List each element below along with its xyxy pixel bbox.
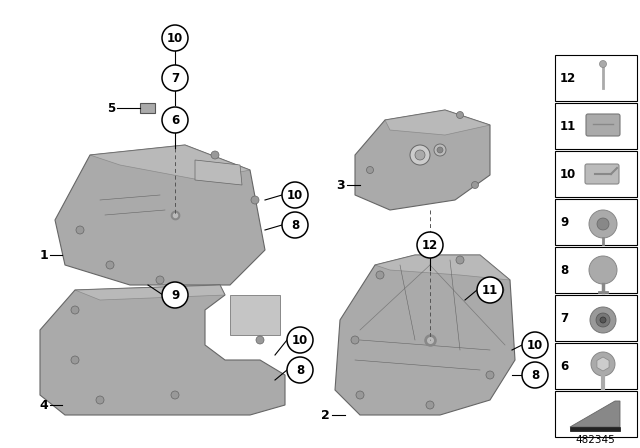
Bar [555,391,637,437]
Text: 9: 9 [560,215,568,228]
Text: 6: 6 [560,359,568,372]
Circle shape [437,147,443,153]
Circle shape [106,261,114,269]
Circle shape [156,276,164,284]
FancyBboxPatch shape [586,114,620,136]
Circle shape [472,181,479,189]
Bar [555,343,637,389]
Polygon shape [140,103,155,113]
Circle shape [71,306,79,314]
Circle shape [589,256,617,284]
Circle shape [417,232,443,258]
Text: 5: 5 [107,102,115,115]
Polygon shape [570,401,620,427]
Circle shape [162,25,188,51]
Text: 8: 8 [291,219,299,232]
Circle shape [600,317,606,323]
Circle shape [367,167,374,173]
Text: 10: 10 [167,31,183,44]
Circle shape [162,282,188,308]
Circle shape [590,307,616,333]
Bar [555,151,637,197]
Circle shape [522,362,548,388]
Circle shape [251,196,259,204]
Text: 8: 8 [296,363,304,376]
Text: 11: 11 [560,120,576,133]
Text: 12: 12 [422,238,438,251]
Circle shape [410,145,430,165]
Text: 9: 9 [171,289,179,302]
Circle shape [456,112,463,119]
Circle shape [76,226,84,234]
Polygon shape [40,285,285,415]
Circle shape [486,371,494,379]
Circle shape [589,210,617,238]
Circle shape [171,391,179,399]
Polygon shape [597,357,609,371]
Circle shape [597,218,609,230]
Circle shape [256,336,264,344]
Text: 10: 10 [287,189,303,202]
Circle shape [356,391,364,399]
Circle shape [434,144,446,156]
Polygon shape [75,285,225,300]
Text: 3: 3 [337,178,345,191]
Circle shape [596,313,610,327]
Text: 12: 12 [560,72,576,85]
FancyBboxPatch shape [585,164,619,184]
Bar [555,103,637,149]
Circle shape [287,327,313,353]
Circle shape [456,256,464,264]
Bar [555,295,637,341]
Polygon shape [195,160,242,185]
Circle shape [282,212,308,238]
Circle shape [426,401,434,409]
Text: 8: 8 [531,369,539,382]
Polygon shape [90,145,250,180]
Text: 11: 11 [482,284,498,297]
Text: 1: 1 [39,249,48,262]
Circle shape [351,336,359,344]
Circle shape [600,60,607,68]
Polygon shape [230,295,280,335]
Text: 482345: 482345 [575,435,615,445]
Circle shape [162,107,188,133]
Text: 10: 10 [527,339,543,352]
Circle shape [477,277,503,303]
Circle shape [282,182,308,208]
Text: 8: 8 [560,263,568,276]
Polygon shape [55,145,265,285]
Polygon shape [385,110,490,135]
Circle shape [162,65,188,91]
Bar [555,55,637,101]
Polygon shape [570,427,620,431]
Text: 7: 7 [171,72,179,85]
Circle shape [211,151,219,159]
Text: 7: 7 [560,311,568,324]
Circle shape [287,357,313,383]
Polygon shape [335,255,515,415]
Circle shape [415,150,425,160]
Text: 2: 2 [321,409,330,422]
Bar [555,247,637,293]
Text: 6: 6 [171,113,179,126]
Text: 4: 4 [39,399,48,412]
Circle shape [496,286,504,294]
Text: 10: 10 [292,333,308,346]
Polygon shape [375,255,510,280]
Circle shape [522,332,548,358]
Circle shape [96,396,104,404]
Circle shape [71,356,79,364]
Polygon shape [355,110,490,210]
Bar [555,199,637,245]
Text: 10: 10 [560,168,576,181]
Circle shape [376,271,384,279]
Circle shape [591,352,615,376]
